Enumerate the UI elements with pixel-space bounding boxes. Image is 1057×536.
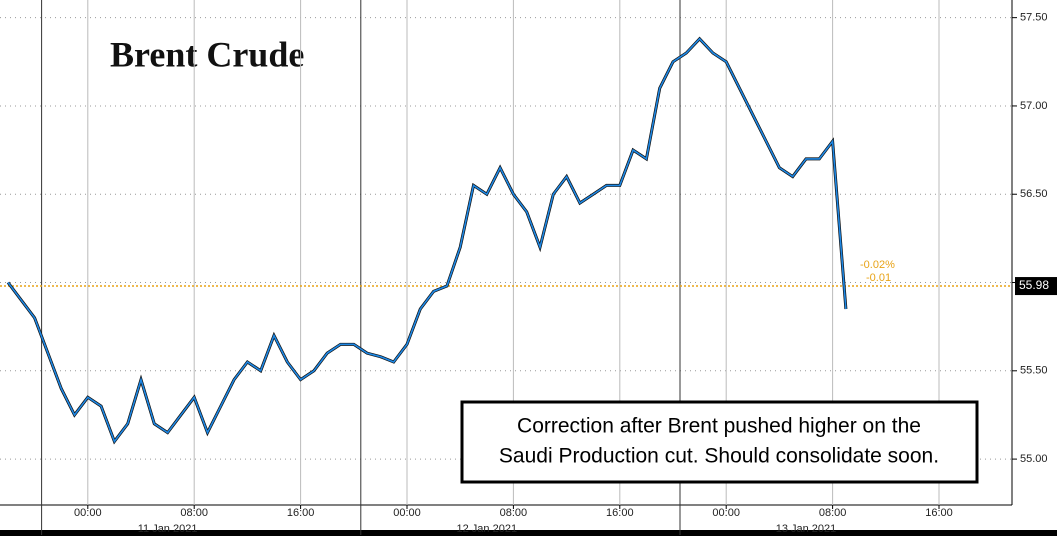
note-line: Correction after Brent pushed higher on … (517, 415, 921, 438)
y-tick-label: 57.00 (1020, 100, 1048, 112)
annotation: -0.01 (866, 272, 891, 284)
note-line: Saudi Production cut. Should consolidate… (499, 445, 939, 468)
bottom-bar (0, 530, 1057, 536)
x-tick-label: 16:00 (287, 507, 315, 519)
note-box (460, 400, 979, 484)
reference-label: 55.98 (1019, 278, 1049, 292)
reference-label-box (1015, 277, 1057, 296)
x-tick-label: 08:00 (500, 507, 528, 519)
x-tick-label: 00:00 (74, 507, 102, 519)
date-label: 12 Jan 2021 (457, 523, 518, 535)
chart-title: Brent Crude (110, 34, 304, 74)
x-tick-label: 00:00 (393, 507, 421, 519)
x-tick-label: 16:00 (925, 507, 953, 519)
price-line (7, 37, 847, 444)
annotation: -0.02% (860, 259, 895, 271)
x-tick-label: 16:00 (606, 507, 634, 519)
y-tick-label: 55.00 (1020, 453, 1048, 465)
x-tick-label: 08:00 (819, 507, 847, 519)
y-tick-label: 55.50 (1020, 365, 1048, 377)
x-tick-label: 08:00 (180, 507, 208, 519)
y-tick-label: 57.50 (1020, 12, 1048, 24)
date-label: 11 Jan 2021 (138, 523, 198, 535)
y-tick-label: 56.50 (1020, 188, 1048, 200)
x-tick-label: 00:00 (712, 507, 740, 519)
date-label: 13 Jan 2021 (776, 523, 837, 535)
